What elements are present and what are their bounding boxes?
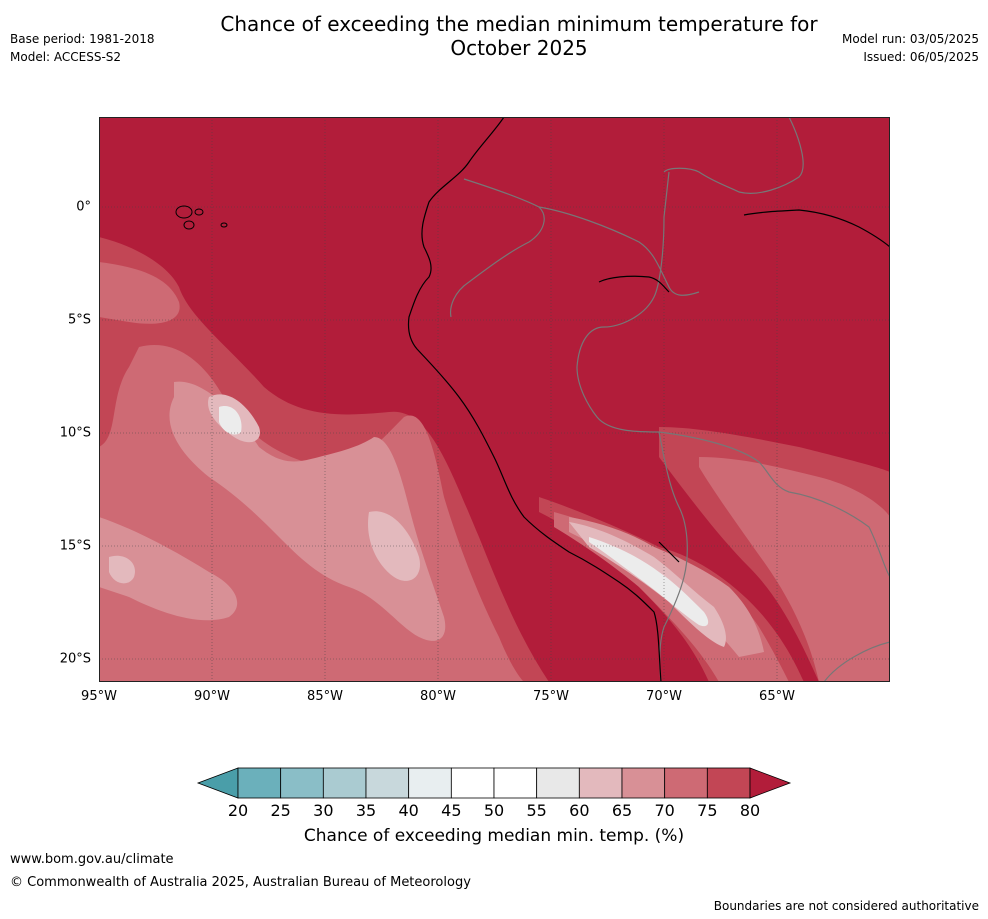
region-70-75-east (699, 457, 890, 682)
colorbar-tick-label: 50 (484, 801, 504, 820)
colorbar-segment (237, 767, 282, 799)
colorbar-extend-low (196, 767, 239, 799)
lat-label-20s: 20°S (59, 651, 91, 667)
model-run: Model run: 03/05/2025 (841, 32, 979, 46)
lon-label-65w: 65°W (759, 689, 795, 704)
colorbar-tick-label: 75 (697, 801, 717, 820)
map-border (99, 117, 890, 682)
colorbar-segment (408, 767, 452, 799)
meta-left: Base period: 1981-2018 Model: ACCESS-S2 (10, 30, 155, 66)
region-60-65-southwest (109, 555, 135, 584)
country-borders (449, 117, 890, 682)
colorbar-tick-label: 35 (356, 801, 376, 820)
lat-label-0: 0° (76, 199, 91, 215)
forecast-map (99, 117, 890, 682)
colorbar-segment (536, 767, 580, 799)
colorbar-segment (664, 767, 708, 799)
lon-label-75w: 75°W (533, 689, 569, 704)
colorbar-segment (706, 767, 751, 799)
lat-label-10s: 10°S (59, 425, 91, 441)
lon-label-80w: 80°W (420, 689, 456, 704)
region-55-60-northwest (219, 406, 242, 435)
region-55-60-andes (589, 537, 709, 627)
lon-label-85w: 85°W (307, 689, 343, 704)
footer-url: www.bom.gov.au/climate (10, 852, 174, 867)
lat-label-5s: 5°S (67, 312, 91, 328)
region-65-70-southwest (99, 517, 238, 621)
map-title: Chance of exceeding the median minimum t… (150, 12, 888, 60)
colorbar-tick-label: 80 (740, 801, 760, 820)
colorbar-tick-label: 60 (569, 801, 589, 820)
colorbar-tick-label: 20 (228, 801, 248, 820)
colorbar-tick-label: 40 (398, 801, 418, 820)
colorbar-segment (365, 767, 410, 799)
colorbar-tick-label: 25 (270, 801, 290, 820)
region-70-75-ocean (99, 262, 180, 324)
lat-label-15s: 15°S (59, 538, 91, 554)
region-65-70-northwest (169, 381, 446, 641)
title-line-2: October 2025 (450, 36, 588, 60)
colorbar-segment (450, 767, 495, 799)
colorbar-segment (621, 767, 666, 799)
colorbar-tick-label: 55 (526, 801, 546, 820)
colorbar-tick-label: 45 (441, 801, 461, 820)
colorbar-segment (493, 767, 538, 799)
colorbar-tick-label: 30 (313, 801, 333, 820)
meta-right: Model run: 03/05/2025 Issued: 06/05/2025 (842, 30, 979, 66)
footer-copyright: © Commonwealth of Australia 2025, Austra… (10, 875, 471, 890)
galapagos-islands (175, 205, 228, 230)
colorbar: 20 25 30 35 40 45 50 55 60 65 70 75 80 (196, 767, 792, 820)
lon-label-95w: 95°W (81, 689, 117, 704)
colorbar-extend-high (749, 767, 792, 799)
colorbar-segment (578, 767, 623, 799)
issued-date: Issued: 06/05/2025 (863, 50, 979, 64)
coastline (407, 117, 890, 682)
title-line-1: Chance of exceeding the median minimum t… (220, 12, 818, 36)
footer-disclaimer: Boundaries are not considered authoritat… (713, 899, 979, 913)
colorbar-segment (280, 767, 324, 799)
colorbar-label: Chance of exceeding median min. temp. (%… (303, 826, 685, 846)
colorbar-tick-label: 65 (612, 801, 632, 820)
graticule (99, 117, 890, 682)
lon-label-90w: 90°W (194, 689, 230, 704)
base-period: Base period: 1981-2018 (10, 32, 155, 46)
lon-label-70w: 70°W (646, 689, 682, 704)
colorbar-segment (322, 767, 367, 799)
model-name: Model: ACCESS-S2 (10, 50, 122, 64)
colorbar-tick-label: 70 (654, 801, 674, 820)
